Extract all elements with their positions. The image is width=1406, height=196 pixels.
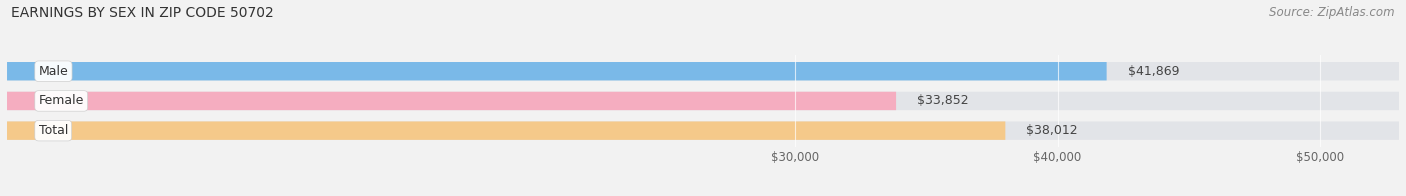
Text: Male: Male — [38, 65, 69, 78]
Text: $38,012: $38,012 — [1026, 124, 1078, 137]
FancyBboxPatch shape — [7, 62, 1107, 80]
Text: $33,852: $33,852 — [917, 94, 969, 107]
FancyBboxPatch shape — [7, 92, 1399, 110]
FancyBboxPatch shape — [7, 92, 896, 110]
Text: Total: Total — [38, 124, 67, 137]
Text: $41,869: $41,869 — [1128, 65, 1180, 78]
FancyBboxPatch shape — [7, 62, 1399, 80]
FancyBboxPatch shape — [7, 122, 1005, 140]
Text: EARNINGS BY SEX IN ZIP CODE 50702: EARNINGS BY SEX IN ZIP CODE 50702 — [11, 6, 274, 20]
Text: Female: Female — [38, 94, 84, 107]
Text: Source: ZipAtlas.com: Source: ZipAtlas.com — [1270, 6, 1395, 19]
FancyBboxPatch shape — [7, 122, 1399, 140]
